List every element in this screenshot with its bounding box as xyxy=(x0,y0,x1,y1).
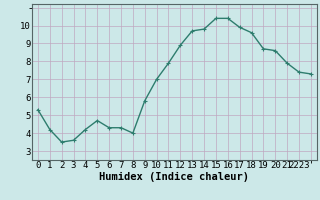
X-axis label: Humidex (Indice chaleur): Humidex (Indice chaleur) xyxy=(100,172,249,182)
